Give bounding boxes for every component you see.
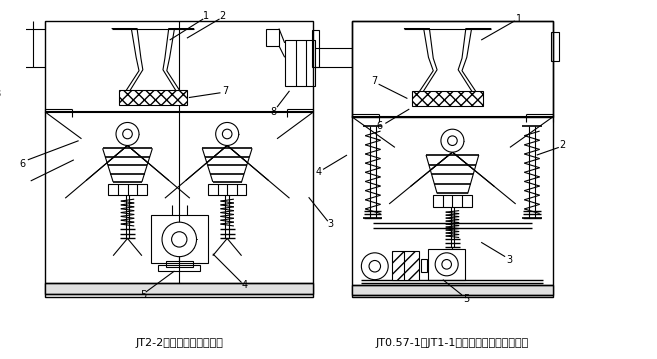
Text: 4: 4 — [315, 167, 321, 177]
Bar — [433, 195, 472, 207]
Text: 3: 3 — [328, 219, 334, 229]
Bar — [412, 91, 483, 106]
Bar — [420, 258, 426, 272]
Text: 1: 1 — [203, 11, 209, 21]
Bar — [265, 29, 279, 46]
Circle shape — [435, 253, 458, 276]
Circle shape — [441, 129, 464, 152]
Bar — [551, 32, 559, 61]
Circle shape — [123, 129, 132, 139]
Circle shape — [442, 260, 451, 269]
Circle shape — [162, 222, 196, 257]
Bar — [351, 21, 553, 117]
Bar — [108, 184, 147, 195]
Circle shape — [215, 122, 238, 145]
Bar — [158, 265, 200, 271]
Text: 4: 4 — [241, 280, 248, 290]
Bar — [208, 184, 246, 195]
Text: 8: 8 — [270, 107, 276, 117]
Text: 6: 6 — [376, 121, 382, 131]
Circle shape — [116, 122, 139, 145]
Circle shape — [369, 261, 380, 272]
Bar — [428, 249, 465, 280]
Text: 6: 6 — [19, 159, 25, 169]
Bar — [392, 251, 419, 280]
Text: 7: 7 — [371, 76, 377, 86]
Bar — [150, 215, 208, 264]
Text: JT0.57-1、JT1-1锯齿波跳汰机结构示意图: JT0.57-1、JT1-1锯齿波跳汰机结构示意图 — [376, 338, 529, 348]
Text: 5: 5 — [140, 290, 146, 300]
Text: 1: 1 — [516, 14, 522, 24]
Bar — [119, 90, 187, 105]
Bar — [45, 21, 313, 297]
Text: JT2-2锯齿波跳汰机结构图: JT2-2锯齿波跳汰机结构图 — [135, 338, 223, 348]
Text: 5: 5 — [463, 294, 469, 304]
Text: 3: 3 — [506, 255, 512, 265]
Text: 2: 2 — [560, 140, 566, 150]
Bar — [351, 285, 553, 295]
Bar — [9, 29, 33, 67]
Circle shape — [222, 129, 232, 139]
Bar — [45, 283, 313, 294]
Bar — [351, 21, 553, 297]
Text: 7: 7 — [222, 86, 229, 96]
Circle shape — [171, 232, 187, 247]
Bar — [311, 31, 319, 67]
Bar — [166, 261, 193, 267]
Bar — [284, 40, 315, 86]
Circle shape — [447, 136, 457, 145]
Text: 2: 2 — [219, 11, 225, 21]
Circle shape — [361, 253, 388, 280]
